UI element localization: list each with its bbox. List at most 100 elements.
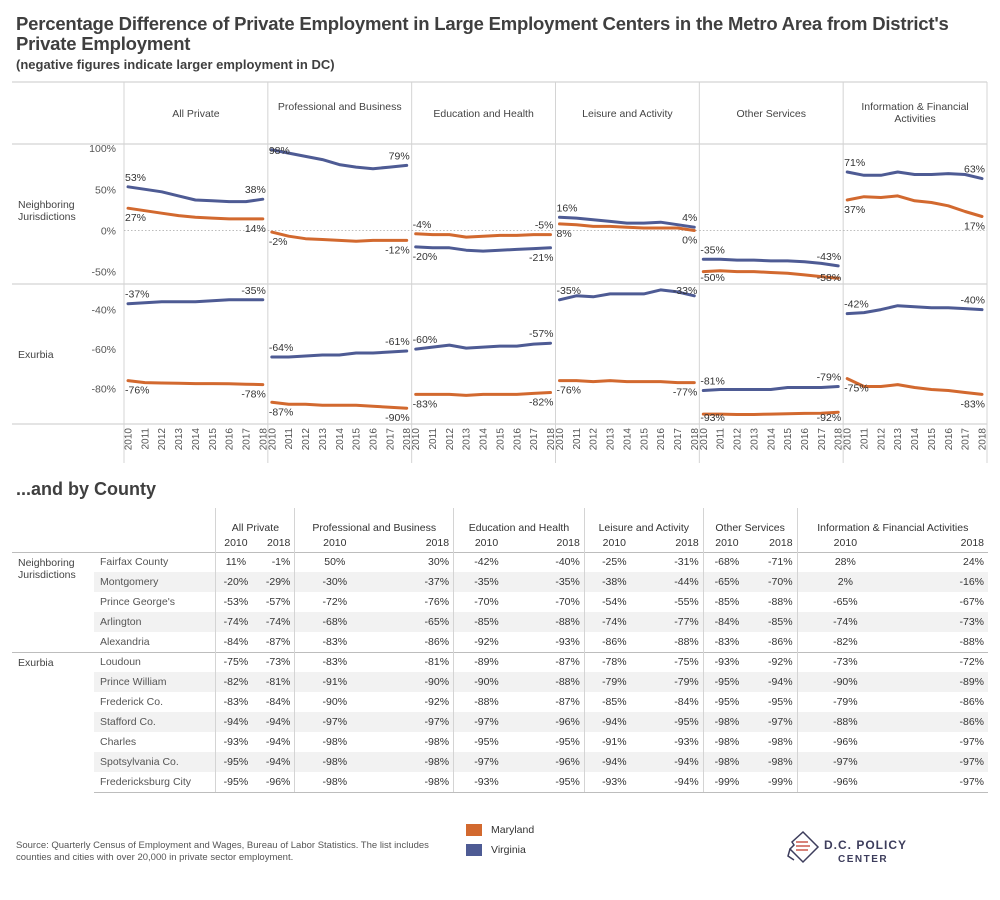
series-line-virginia [414, 245, 552, 253]
table-county-name: Stafford Co. [94, 712, 216, 732]
x-tick-label: 2016 [225, 428, 236, 451]
table-cell: -98% [702, 712, 751, 732]
x-tick-label: 2011 [572, 428, 583, 450]
table-year-header: 2010 [796, 534, 894, 552]
table-cell: -91% [294, 672, 375, 692]
data-label-virginia: -33% [673, 285, 698, 297]
x-tick-label: 2018 [258, 428, 269, 451]
data-label-virginia: 4% [682, 212, 697, 224]
x-tick-label: 2010 [411, 428, 422, 451]
small-multiples-line-chart: All Private Professional and Business Educ… [12, 81, 989, 463]
table-cell: -94% [583, 712, 644, 732]
table-cell: -72% [893, 651, 988, 672]
table-cell: -98% [768, 736, 793, 748]
table-cell: -94% [255, 752, 295, 772]
x-tick-label: 2011 [284, 428, 295, 450]
series-line-maryland [126, 206, 265, 221]
column-header-all-private: All Private [172, 108, 219, 120]
x-tick-label: 2018 [834, 428, 845, 451]
column-header-information-financial-activities: Information & Financial Activities [861, 101, 968, 125]
x-tick-label: 2010 [267, 428, 278, 451]
x-tick-label: 2018 [690, 428, 701, 451]
table-cell: -74% [796, 612, 894, 632]
table-cell: -87% [555, 696, 580, 708]
legend-swatch-maryland [466, 824, 482, 836]
table-cell: -92% [750, 651, 798, 672]
table-cell: 28% [796, 551, 894, 572]
table-corner-years [12, 534, 216, 552]
x-tick-label: 2010 [555, 428, 566, 451]
logo-text-line2: CENTER [838, 854, 889, 865]
table-row: Montgomery -20% -29% -30% -37% -35% -35% -38% -4… [12, 572, 988, 592]
table-cell: -73% [796, 651, 894, 672]
table-row: Exurbia Loudoun -75% -73% -83% -81% -89% -87% -7… [12, 651, 988, 792]
table-cell: -93% [674, 736, 699, 748]
table-cell: -65% [374, 612, 454, 632]
data-label-maryland: -78% [241, 389, 266, 401]
row-label-exurbia: Exurbia [18, 349, 54, 361]
data-label-virginia: -40% [960, 295, 985, 307]
data-label-virginia: -35% [700, 244, 725, 256]
table-cell: -96% [796, 732, 894, 752]
table-cell: -72% [294, 592, 375, 612]
table-row: Arlington -74% -74% -68% -65% -85% -88% -74% -77… [12, 612, 988, 632]
table-cell: 24% [893, 551, 988, 572]
table-cell: -92% [453, 632, 519, 652]
data-label-maryland: -82% [529, 396, 554, 408]
x-tick-label: 2012 [157, 428, 168, 451]
table-row: Alexandria -84% -87% -83% -86% -92% -93% -86% -8… [12, 632, 988, 652]
table-cell: -97% [374, 712, 454, 732]
table-cell: -98% [294, 732, 375, 752]
table-sector-header: Professional and Business [294, 508, 454, 534]
data-label-virginia: -35% [557, 285, 582, 297]
table-cell: -98% [294, 772, 375, 793]
table-cell: -73% [893, 612, 988, 632]
y-tick-label: 0% [101, 225, 116, 237]
x-tick-label: 2015 [927, 428, 938, 451]
series-line-virginia [126, 298, 265, 306]
table-cell: -85% [453, 612, 519, 632]
x-tick-label: 2013 [606, 428, 617, 451]
data-label-maryland: 14% [245, 223, 266, 235]
table-cell: -92% [424, 696, 450, 708]
series-line-maryland [270, 400, 409, 410]
y-tick-label: 50% [95, 184, 116, 196]
table-cell: -74% [583, 612, 644, 632]
table-cell: -94% [643, 772, 704, 793]
table-county-name: Prince William [94, 672, 216, 692]
table-cell: -88% [518, 612, 585, 632]
table-year-header: 2010 [583, 534, 644, 552]
table-cell: -76% [424, 596, 450, 608]
table-cell: -93% [453, 772, 519, 793]
data-label-maryland: -2% [269, 236, 288, 248]
table-year-header: 2010 [702, 534, 751, 552]
table-cell: -95% [702, 692, 751, 712]
table-cell: -90% [294, 692, 375, 712]
table-cell: -97% [796, 752, 894, 772]
table-cell: -95% [768, 696, 793, 708]
table-row: Fredericksburg City -95% -96% -98% -98% -93% -… [12, 772, 988, 793]
data-label-maryland: -4% [413, 219, 432, 231]
table-cell: -67% [959, 596, 984, 608]
x-tick-label: 2014 [335, 428, 346, 451]
column-header-other-services: Other Services [737, 108, 806, 120]
data-label-virginia: 16% [557, 202, 578, 214]
table-cell: -71% [750, 551, 798, 572]
table-cell: -97% [959, 736, 984, 748]
data-label-virginia: -60% [413, 334, 438, 346]
table-cell: -98% [750, 752, 798, 772]
series-line-maryland [126, 379, 265, 387]
table-cell: -38% [583, 572, 644, 592]
table-cell: -94% [255, 712, 295, 732]
x-tick-label: 2014 [622, 428, 633, 451]
legend-label-virginia: Virginia [491, 844, 526, 856]
table-cell: -42% [453, 551, 519, 572]
table-row: Prince William -82% -81% -91% -90% -90% -88% -7… [12, 672, 988, 692]
source-note: Source: Quarterly Census of Employment a… [16, 840, 429, 863]
x-tick-label: 2016 [800, 428, 811, 451]
table-cell: -29% [255, 572, 295, 592]
table-cell: -74% [215, 612, 256, 632]
y-tick-label: -60% [91, 344, 116, 356]
x-tick-label: 2017 [961, 428, 972, 451]
series-line-maryland [414, 232, 552, 239]
